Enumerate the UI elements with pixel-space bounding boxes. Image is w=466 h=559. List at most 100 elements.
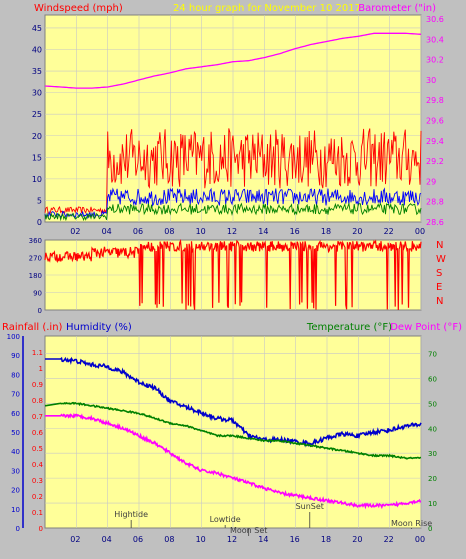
rainfall-y-tick: 0.4 [32, 461, 44, 469]
annotation-label: Moon Rise [391, 519, 432, 528]
humidity-y-tick: 100 [7, 333, 20, 341]
rainfall-y-tick: 0.8 [32, 397, 43, 405]
direction-y-tick: 90 [33, 290, 42, 298]
temperature-y-tick: 50 [428, 400, 437, 408]
temperature-line [44, 401, 422, 460]
compass-label: N [436, 240, 443, 251]
temperature-y-tick: 70 [428, 350, 437, 358]
wind-x-tick: 18 [321, 227, 331, 236]
rainfall-y-tick: 0 [39, 525, 43, 533]
annotation-label: Hightide [114, 510, 148, 519]
compass-label: S [436, 268, 442, 279]
graph-title: 24 hour graph for November 10 2017 [173, 3, 361, 14]
barometer-y-tick: 30.4 [426, 35, 444, 44]
wind-y-tick: 15 [32, 153, 42, 162]
temperature-x-tick: 22 [384, 535, 394, 544]
wind-y-tick: 40 [32, 46, 42, 55]
wind-y-tick: 20 [32, 132, 42, 141]
barometer-y-tick: 30.6 [426, 15, 444, 24]
direction-line [44, 238, 422, 311]
rainfall-y-tick: 0.5 [32, 445, 43, 453]
annotation-label: SunSet [296, 502, 324, 511]
direction-degree-axis: 0 90 180 270 360 [29, 237, 42, 315]
rainfall-y-tick: 0.6 [32, 429, 44, 437]
barometer-y-tick: 29.2 [426, 157, 444, 166]
direction-grid [45, 240, 422, 310]
temperature-label: Temperature (°F) [306, 322, 392, 333]
humidity-line [45, 356, 422, 448]
barometer-label: Barometer ("in) [358, 3, 436, 14]
wind-y-tick: 5 [37, 196, 42, 205]
wind-x-tick: 12 [227, 227, 237, 236]
direction-series [44, 238, 422, 311]
barometer-series [44, 32, 422, 89]
barometer-line [44, 32, 422, 89]
rainfall-y-tick: 0.1 [32, 509, 43, 517]
wind-x-tick: 06 [133, 227, 143, 236]
barometer-y-tick: 29.4 [426, 137, 444, 146]
wind-y-tick: 25 [32, 110, 42, 119]
wind-x-tick: 04 [102, 227, 112, 236]
barometer-y-axis: 28.6 28.8 29 29.2 29.4 29.6 29.8 30 30.2 30.4 30.6 [426, 15, 444, 227]
humidity-y-tick: 20 [11, 487, 20, 495]
wind-low-line [44, 201, 422, 222]
temperature-y-tick: 0 [428, 525, 432, 533]
temperature-x-tick: 04 [102, 535, 112, 544]
wind-x-tick: 02 [70, 227, 80, 236]
humidity-y-tick: 40 [11, 448, 20, 456]
wind-y-axis: 0 5 10 15 20 25 30 35 40 45 [32, 24, 42, 227]
humidity-y-tick: 50 [11, 429, 20, 437]
event-annotations: Hightide Lowtide Moon Set SunSet Moon Rise [114, 502, 432, 536]
wind-x-axis: 02 04 06 08 10 12 14 16 18 20 22 00 [70, 227, 425, 236]
windspeed-label: Windspeed (mph) [34, 3, 123, 14]
humidity-y-axis: 0 10 20 30 40 50 60 70 80 90 100 [7, 333, 24, 533]
humidity-label: Humidity (%) [66, 322, 132, 333]
temperature-y-tick: 40 [428, 425, 437, 433]
rainfall-label: Rainfall (.in) [2, 322, 63, 333]
temperature-grid [45, 336, 422, 528]
compass-label: N [436, 296, 443, 307]
compass-label: W [436, 254, 446, 265]
rainfall-y-tick: 1.1 [32, 349, 43, 357]
barometer-y-tick: 29.8 [426, 96, 444, 105]
wind-series [44, 128, 422, 222]
wind-x-tick: 22 [384, 227, 394, 236]
direction-y-tick: 360 [29, 237, 42, 245]
temperature-y-tick: 30 [428, 450, 437, 458]
humidity-y-tick: 10 [11, 506, 20, 514]
annotation-label: Moon Set [230, 526, 267, 535]
temperature-x-tick: 14 [258, 535, 268, 544]
humidity-y-tick: 0 [16, 525, 20, 533]
wind-x-tick: 08 [164, 227, 174, 236]
dewpoint-line [45, 412, 421, 510]
rainfall-y-tick: 1 [39, 365, 43, 373]
temperature-y-tick: 10 [428, 500, 437, 508]
wind-y-tick: 30 [32, 89, 42, 98]
compass-label: E [436, 282, 442, 293]
wind-x-tick: 20 [352, 227, 362, 236]
temperature-x-tick: 06 [133, 535, 143, 544]
temperature-x-tick: 18 [321, 535, 331, 544]
rainfall-y-tick: 0.3 [32, 477, 43, 485]
annotation-label: Lowtide [210, 515, 241, 524]
temperature-x-tick: 20 [352, 535, 362, 544]
wind-gust-line [44, 128, 422, 215]
wind-x-tick: 10 [196, 227, 206, 236]
humidity-y-tick: 60 [11, 410, 20, 418]
temperature-y-tick: 60 [428, 375, 437, 383]
temperature-x-tick: 10 [196, 535, 206, 544]
rainfall-y-tick: 0.2 [32, 493, 43, 501]
temperature-x-axis: 02 04 06 08 10 12 14 16 18 20 22 00 [70, 535, 425, 544]
wind-y-tick: 0 [37, 218, 42, 227]
direction-y-tick: 270 [29, 255, 42, 263]
barometer-y-tick: 28.8 [426, 198, 444, 207]
temperature-x-tick: 12 [227, 535, 237, 544]
direction-y-tick: 0 [38, 307, 42, 315]
temperature-x-tick: 00 [415, 535, 425, 544]
wind-x-tick: 00 [415, 227, 425, 236]
barometer-y-tick: 30.2 [426, 56, 444, 65]
wind-x-tick: 14 [258, 227, 268, 236]
rainfall-y-tick: 0.9 [32, 381, 43, 389]
dewpoint-label: Dew Point (°F) [390, 322, 462, 333]
